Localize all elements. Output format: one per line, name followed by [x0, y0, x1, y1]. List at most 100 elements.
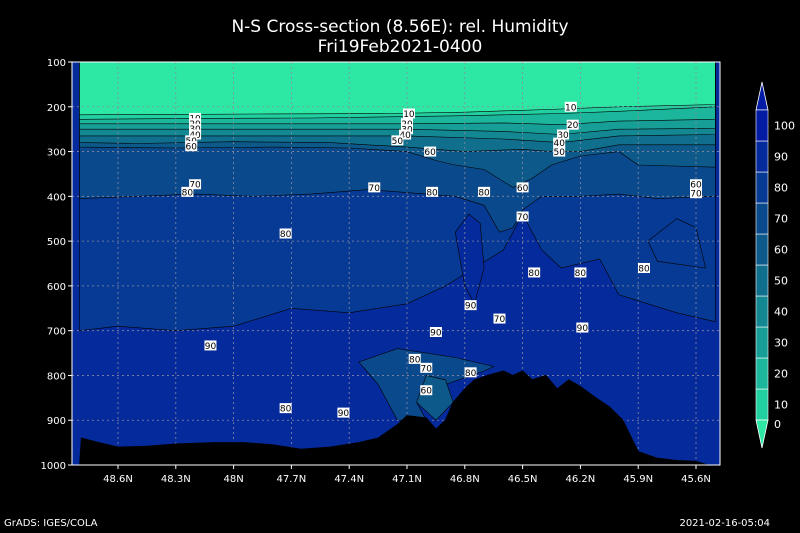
contour-label: 80 — [575, 269, 587, 279]
terrain-shape — [79, 370, 710, 465]
contour-label-bg — [185, 141, 198, 152]
colorbar-tick-label: 20 — [774, 368, 788, 381]
colorbar-tick-label: 10 — [774, 399, 788, 412]
contour-label: 70 — [421, 364, 433, 374]
contour-label: 50 — [392, 137, 404, 147]
contour-label: 80 — [528, 269, 540, 279]
contour-label-bg — [557, 129, 570, 140]
contour-label-bg — [424, 146, 437, 157]
contour-label: 40 — [399, 131, 411, 141]
contour-label: 90 — [465, 302, 477, 312]
contour-label-bg — [574, 267, 587, 278]
contour-label: 80 — [478, 188, 490, 198]
contour-label: 20 — [567, 121, 579, 131]
contour-label-bg — [576, 322, 589, 333]
contour-label-bg — [399, 129, 412, 140]
colorbar-swatch — [755, 326, 769, 359]
x-tick-label: 48.3N — [161, 474, 191, 485]
contour-label-bg — [401, 124, 413, 135]
colorbar-swatch — [755, 109, 769, 142]
rh-pocket-90-a — [454, 213, 485, 305]
contour-label-bg — [204, 340, 217, 351]
colorbar-tick-label: 60 — [774, 244, 788, 257]
contour-label-bg — [279, 228, 292, 239]
contour-label: 70 — [690, 190, 702, 200]
y-tick-label: 200 — [47, 103, 66, 114]
plot-frame — [71, 61, 721, 466]
colorbar-tick-label: 100 — [774, 120, 795, 133]
contour-label: 50 — [553, 148, 565, 158]
contour-label-bg — [464, 300, 477, 311]
contour-label: 60 — [185, 143, 197, 153]
x-tick-label: 48N — [223, 474, 243, 485]
contour-label: 90 — [577, 324, 589, 334]
contour-label-bg — [566, 119, 579, 130]
colorbar-tick-label: 80 — [774, 182, 788, 195]
footer-timestamp: 2021-02-16-05:04 — [679, 518, 770, 529]
colorbar-tick-label: 90 — [774, 151, 788, 164]
contour-label-bg — [402, 108, 415, 119]
chart-subtitle: Fri19Feb2021-0400 — [317, 37, 483, 57]
contour-label: 60 — [517, 184, 529, 194]
contour-label: 60 — [690, 181, 702, 191]
y-tick-label: 100 — [47, 58, 66, 69]
colorbar-tick-label: 40 — [774, 306, 788, 319]
y-tick-label: 600 — [47, 282, 66, 293]
contour-label-bg — [690, 188, 702, 199]
contour-label-bg — [493, 313, 506, 324]
contour-label: 80 — [280, 405, 292, 415]
contour-label: 30 — [557, 131, 569, 141]
contour-label-bg — [429, 327, 442, 338]
contour-label: 80 — [426, 188, 438, 198]
contour-label: 70 — [369, 184, 381, 194]
y-tick-label: 300 — [47, 148, 66, 159]
colorbar-swatch — [755, 233, 769, 266]
contour-label: 80 — [182, 188, 194, 198]
contour-label: 80 — [280, 230, 292, 240]
contour-label: 80 — [465, 369, 477, 379]
colorbar-swatch — [755, 140, 769, 173]
contour-label-bg — [408, 353, 421, 364]
contour-label-bg — [189, 118, 202, 129]
contour-label: 90 — [338, 409, 350, 419]
contour-label-bg — [528, 267, 541, 278]
colorbar-swatch — [755, 295, 769, 328]
contour-label-bg — [185, 135, 198, 146]
contour-label-bg — [690, 179, 702, 190]
x-tick-label: 45.9N — [623, 474, 653, 485]
y-tick-label: 900 — [47, 416, 66, 427]
x-tick-label: 47.4N — [334, 474, 364, 485]
y-tick-label: 400 — [47, 192, 66, 203]
contour-label-bg — [478, 186, 491, 197]
colorbar-tick-label: 0 — [774, 418, 781, 431]
contour-label-bg — [401, 118, 413, 129]
colorbar-swatch — [755, 388, 769, 421]
contour-label-bg — [564, 101, 577, 112]
colorbar-swatch — [755, 264, 769, 297]
footer-credit: GrADS: IGES/COLA — [4, 518, 98, 529]
contour-label: 10 — [565, 103, 577, 113]
contour-label: 80 — [409, 355, 421, 365]
colorbar-top-arrow — [755, 81, 769, 111]
contour-label: 60 — [424, 148, 436, 158]
y-tick-label: 700 — [47, 327, 66, 338]
y-tick-label: 800 — [47, 371, 66, 382]
contour-label-bg — [553, 137, 566, 148]
colorbar-tick-label: 50 — [774, 275, 788, 288]
x-tick-label: 45.6N — [681, 474, 711, 485]
colorbar-swatch — [755, 202, 769, 235]
x-tick-label: 47.7N — [277, 474, 307, 485]
colorbar-tick-label: 30 — [774, 337, 788, 350]
contour-label-bg — [516, 182, 529, 193]
contour-label: 80 — [638, 264, 650, 274]
plot-area: 1020304050607080102030405060708010203040… — [72, 62, 720, 465]
contour-label-bg — [189, 179, 202, 190]
y-tick-label: 500 — [47, 237, 66, 248]
contour-label: 40 — [553, 139, 565, 149]
contour-label-bg — [189, 129, 202, 140]
contour-label-bg — [516, 211, 529, 222]
x-tick-label: 46.8N — [450, 474, 480, 485]
contour-label-bg — [420, 362, 433, 373]
contour-label-bg — [337, 407, 350, 418]
